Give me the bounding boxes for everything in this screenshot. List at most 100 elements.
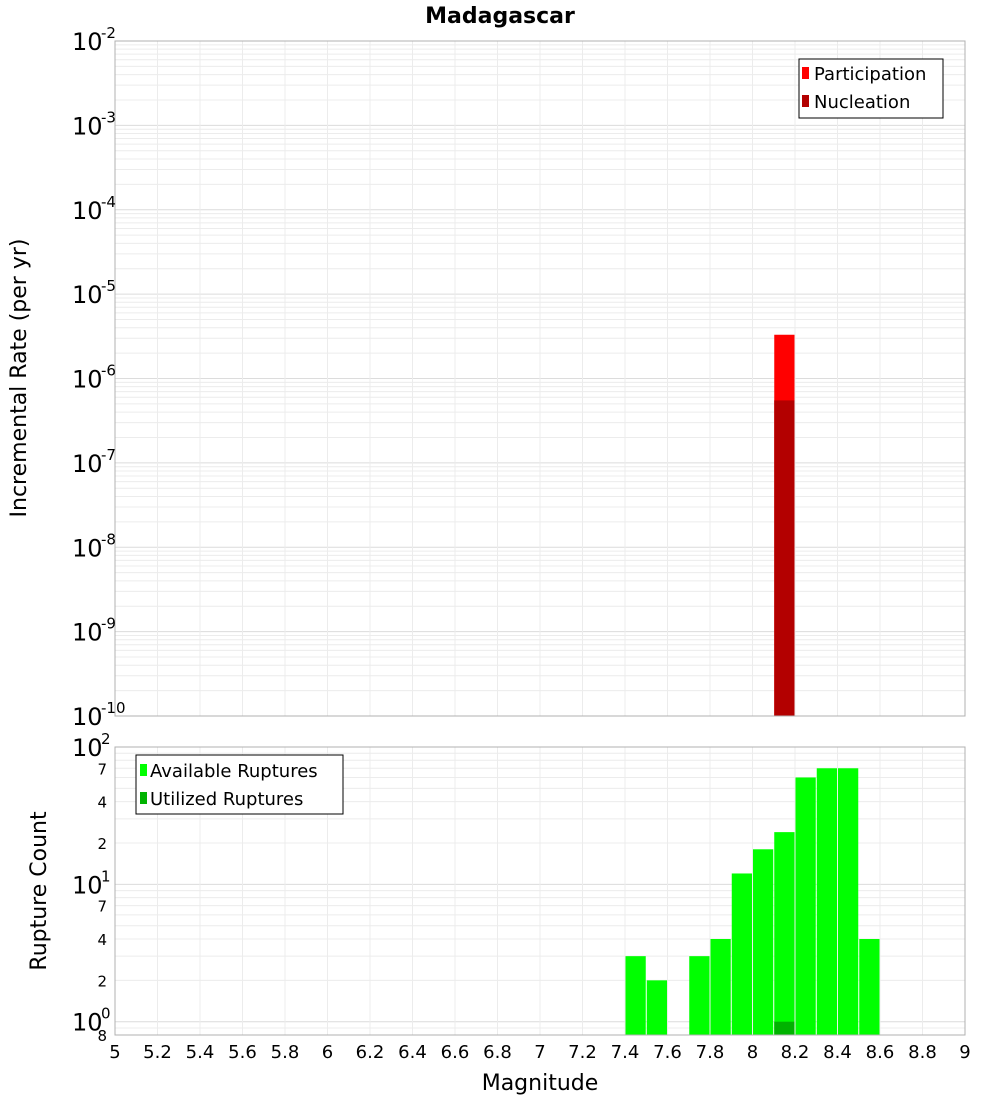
count-bar-available xyxy=(838,768,859,1035)
count-legend: Available Ruptures Utilized Ruptures xyxy=(135,754,344,815)
count-bar-available xyxy=(625,956,646,1035)
x-tick-label: 8.8 xyxy=(908,1042,937,1063)
legend-swatch-utilized xyxy=(140,792,147,804)
rate-bar-nucleation xyxy=(774,400,795,716)
count-bar-utilized xyxy=(774,1021,795,1035)
rate-y-tick-exponent: -5 xyxy=(101,277,116,295)
count-y-major-tick: 102 xyxy=(72,730,111,762)
count-y-axis-label: Rupture Count xyxy=(27,811,52,971)
count-bars xyxy=(625,768,880,1035)
x-tick-label: 6.6 xyxy=(441,1042,470,1063)
legend-swatch-available xyxy=(140,764,147,776)
x-tick-label: 8 xyxy=(747,1042,758,1063)
count-bar-available xyxy=(753,849,774,1035)
x-tick-label: 5 xyxy=(109,1042,120,1063)
x-tick-label: 8.2 xyxy=(781,1042,810,1063)
rate-panel: 10-210-310-410-510-610-710-810-910-10 In… xyxy=(7,24,966,731)
count-y-minor-tick: 2 xyxy=(97,835,107,853)
x-tick-label: 6.2 xyxy=(356,1042,385,1063)
legend-swatch-participation xyxy=(802,67,809,79)
rate-y-tick-base: 10 xyxy=(72,703,103,731)
rate-y-tick-base: 10 xyxy=(72,450,103,478)
x-tick-label: 5.2 xyxy=(143,1042,172,1063)
x-tick-label: 6.4 xyxy=(398,1042,427,1063)
count-x-ticks: 5 5.2 5.4 5.6 5.8 6 6.2 6.4 6.6 6.8 7 7.2 7.4 7.6 7.8 8… xyxy=(109,1042,970,1063)
x-tick-label: 6 xyxy=(322,1042,333,1063)
legend-swatch-nucleation xyxy=(802,95,809,107)
rate-y-tick-base: 10 xyxy=(72,28,103,56)
count-y-minor-tick: 4 xyxy=(97,794,107,812)
x-tick-label: 8.6 xyxy=(866,1042,895,1063)
chart-title: Madagascar xyxy=(425,4,575,29)
count-bar-available xyxy=(646,980,667,1035)
count-bar-available xyxy=(731,873,752,1035)
rate-y-axis-label: Incremental Rate (per yr) xyxy=(7,239,32,518)
rate-y-tick-exponent: -10 xyxy=(101,699,126,717)
rate-y-tick: 10-3 xyxy=(72,108,116,140)
rate-y-tick-exponent: -9 xyxy=(101,615,116,633)
rate-y-tick-exponent: -2 xyxy=(101,24,116,42)
rate-y-tick: 10-10 xyxy=(72,699,126,731)
count-y-tick-base: 10 xyxy=(72,1009,103,1037)
rate-y-tick: 10-8 xyxy=(72,530,116,562)
count-y-major-tick: 101 xyxy=(72,867,111,899)
count-bar-available xyxy=(795,777,816,1035)
rate-legend-box xyxy=(798,58,944,119)
x-tick-label: 7.8 xyxy=(696,1042,725,1063)
count-bar-available xyxy=(774,832,795,1035)
count-legend-box xyxy=(135,754,344,815)
rate-bars xyxy=(774,334,795,716)
count-bar-available xyxy=(816,768,837,1035)
rate-y-tick: 10-6 xyxy=(72,362,116,394)
rate-y-tick-exponent: -6 xyxy=(101,362,116,380)
x-tick-label: 5.4 xyxy=(186,1042,215,1063)
legend-label-utilized: Utilized Ruptures xyxy=(150,789,303,810)
x-tick-label: 8.4 xyxy=(823,1042,852,1063)
rate-plot-border xyxy=(114,40,966,717)
count-y-minor-tick: 4 xyxy=(97,931,107,949)
x-tick-label: 9 xyxy=(959,1042,970,1063)
x-tick-label: 7 xyxy=(534,1042,545,1063)
x-axis-label: Magnitude xyxy=(482,1071,599,1096)
count-y-tick-base: 10 xyxy=(72,734,103,762)
x-tick-label: 5.8 xyxy=(271,1042,300,1063)
rate-y-tick-exponent: -7 xyxy=(101,446,116,464)
count-y-tick-exponent: 0 xyxy=(101,1005,111,1023)
legend-label-participation: Participation xyxy=(814,64,926,85)
rate-y-tick-base: 10 xyxy=(72,534,103,562)
count-y-tick-base: 10 xyxy=(72,871,103,899)
count-y-major-tick: 100 xyxy=(72,1005,111,1037)
count-bar-available xyxy=(859,939,880,1035)
count-bar-available xyxy=(689,956,710,1035)
count-bar-available xyxy=(710,939,731,1035)
x-tick-label: 7.2 xyxy=(568,1042,597,1063)
count-y-minor-tick: 7 xyxy=(97,898,107,916)
legend-label-available: Available Ruptures xyxy=(150,761,318,782)
count-y-tick-exponent: 2 xyxy=(101,730,111,748)
rate-y-ticks: 10-210-310-410-510-610-710-810-910-10 xyxy=(72,24,126,731)
count-plot-border xyxy=(114,746,966,1036)
rate-y-tick-base: 10 xyxy=(72,197,103,225)
rate-y-tick: 10-2 xyxy=(72,24,116,56)
legend-label-nucleation: Nucleation xyxy=(814,92,910,113)
rate-y-tick: 10-5 xyxy=(72,277,116,309)
x-tick-label: 5.6 xyxy=(228,1042,257,1063)
count-y-tick-exponent: 1 xyxy=(101,867,111,885)
rate-y-tick: 10-9 xyxy=(72,615,116,647)
rate-y-tick-exponent: -4 xyxy=(101,193,116,211)
rate-y-tick: 10-7 xyxy=(72,446,116,478)
x-tick-label: 7.6 xyxy=(653,1042,682,1063)
rate-y-tick-exponent: -3 xyxy=(101,108,116,126)
rate-legend: Participation Nucleation xyxy=(798,58,944,119)
rate-grid xyxy=(114,41,966,717)
rate-y-tick-base: 10 xyxy=(72,281,103,309)
rate-y-tick-base: 10 xyxy=(72,619,103,647)
count-y-minor-tick: 7 xyxy=(97,760,107,778)
x-tick-label: 7.4 xyxy=(611,1042,640,1063)
x-tick-label: 6.8 xyxy=(483,1042,512,1063)
rate-y-tick-base: 10 xyxy=(72,112,103,140)
rate-y-tick: 10-4 xyxy=(72,193,116,225)
